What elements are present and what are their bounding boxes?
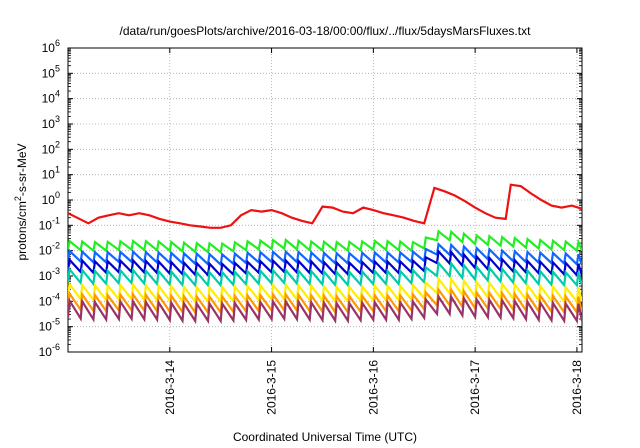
y-tick-label: 105	[42, 63, 60, 80]
chart-title: /data/run/goesPlots/archive/2016-03-18/0…	[120, 24, 532, 38]
y-tick-labels: 10-6 10-5 10-4 10-3 10-2 10-1 100 101 102 103 104 1…	[39, 38, 60, 359]
series-line-3	[68, 242, 582, 267]
y-tick-label: 100	[42, 190, 60, 207]
y-tick-label: 10-1	[39, 215, 60, 232]
x-tick-label: 2016-3-14	[163, 360, 177, 415]
x-tick-label: 2016-3-17	[468, 360, 482, 415]
series-line-4	[68, 248, 582, 279]
series-line-8	[68, 293, 582, 325]
series-line-5	[68, 260, 582, 288]
y-axis-label-superscript: 2	[13, 196, 23, 201]
y-tick-label: 10-3	[39, 266, 60, 283]
y-axis-label-main: protons/cm	[15, 201, 29, 260]
series-lines	[68, 183, 582, 325]
x-tick-labels: 2016-3-14 2016-3-15 2016-3-16 2016-3-17 2016…	[163, 360, 584, 415]
y-tick-label: 10-5	[39, 317, 60, 334]
series-line-2	[68, 229, 582, 255]
axes	[67, 47, 583, 353]
y-tick-label: 102	[42, 139, 60, 156]
y-tick-label: 104	[42, 89, 60, 106]
x-tick-label: 2016-3-18	[570, 360, 584, 415]
plot-frame	[67, 47, 583, 353]
y-tick-label: 10-4	[39, 291, 60, 308]
y-tick-label: 106	[42, 38, 60, 55]
y-tick-label: 101	[42, 165, 60, 182]
y-axis-label: protons/cm2-s-sr-MeV	[13, 143, 29, 260]
x-tick-label: 2016-3-16	[366, 360, 380, 415]
y-tick-label: 10-6	[39, 342, 60, 359]
series-line-1	[68, 183, 582, 229]
y-axis-label-suffix: -s-sr-MeV	[15, 143, 29, 196]
x-axis-label: Coordinated Universal Time (UTC)	[233, 430, 417, 444]
y-tick-label: 10-2	[39, 241, 60, 258]
x-tick-label: 2016-3-15	[265, 360, 279, 415]
y-tick-label: 103	[42, 114, 60, 131]
